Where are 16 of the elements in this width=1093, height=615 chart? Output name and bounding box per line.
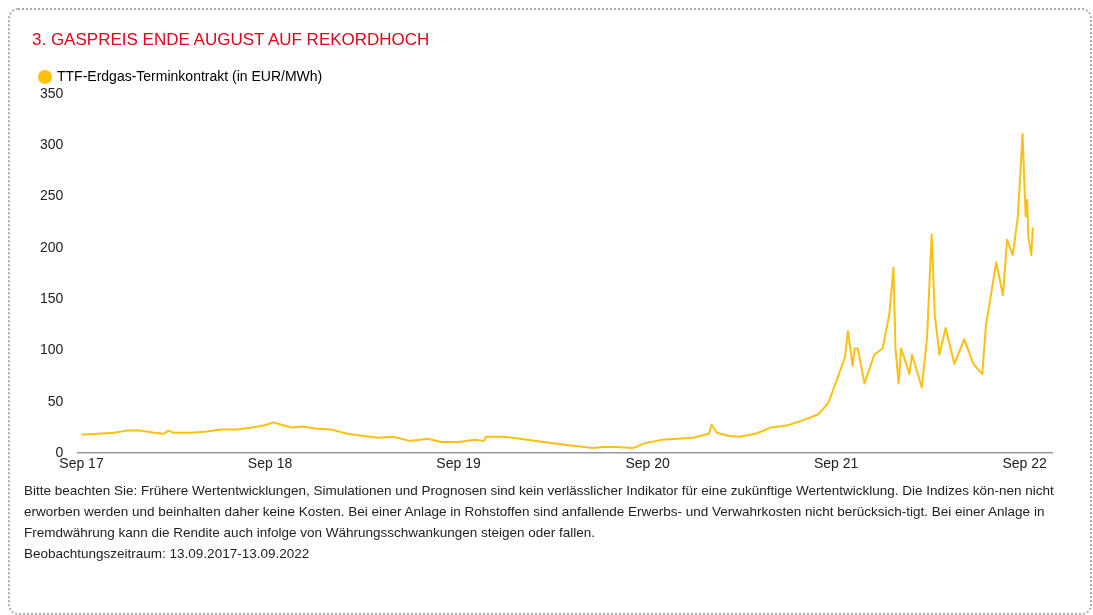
x-tick-label: Sep 22	[1002, 455, 1048, 472]
y-tick-label: 350	[40, 84, 64, 101]
y-tick-label: 100	[40, 341, 64, 358]
y-tick-label: 50	[47, 392, 64, 409]
y-tick-label: 300	[40, 136, 64, 153]
y-tick-label: 200	[40, 238, 64, 255]
y-tick-label: 250	[40, 187, 64, 204]
chart-title: 3. GASPREIS ENDE AUGUST AUF REKORDHOCH	[32, 30, 431, 50]
x-tick-label: Sep 21	[813, 455, 859, 472]
x-tick-label: Sep 20	[625, 455, 670, 472]
text: Bitte beachten Sie: Frühere Wertentwicklungen, Simulationen und Prognosen sind kein verlässlicher Indikator für eine zukünftige Wertentwicklung. Die Indizes kön-nen nicht erworben werden und beinhalten daher keine Kosten. Bei einer Anlage in Rohstoffen sind anfallende Erwerbs- und Verwahrkosten nicht berücksich-tigt. Bei einer Anlage in Fremdwährung kann die Rendite auch infolge von Währungsschwankungen steigen oder fallen.	[24, 482, 1055, 542]
x-tick-label: Sep 19	[436, 455, 481, 472]
x-tick-label: Sep 18	[247, 455, 293, 472]
legend-label: TTF-Erdgas-Terminkontrakt (in EUR/MWh)	[57, 67, 323, 84]
y-tick-label: 150	[40, 290, 64, 307]
text: Beobachtungszeitraum: 13.09.2017-13.09.2022	[24, 545, 311, 563]
